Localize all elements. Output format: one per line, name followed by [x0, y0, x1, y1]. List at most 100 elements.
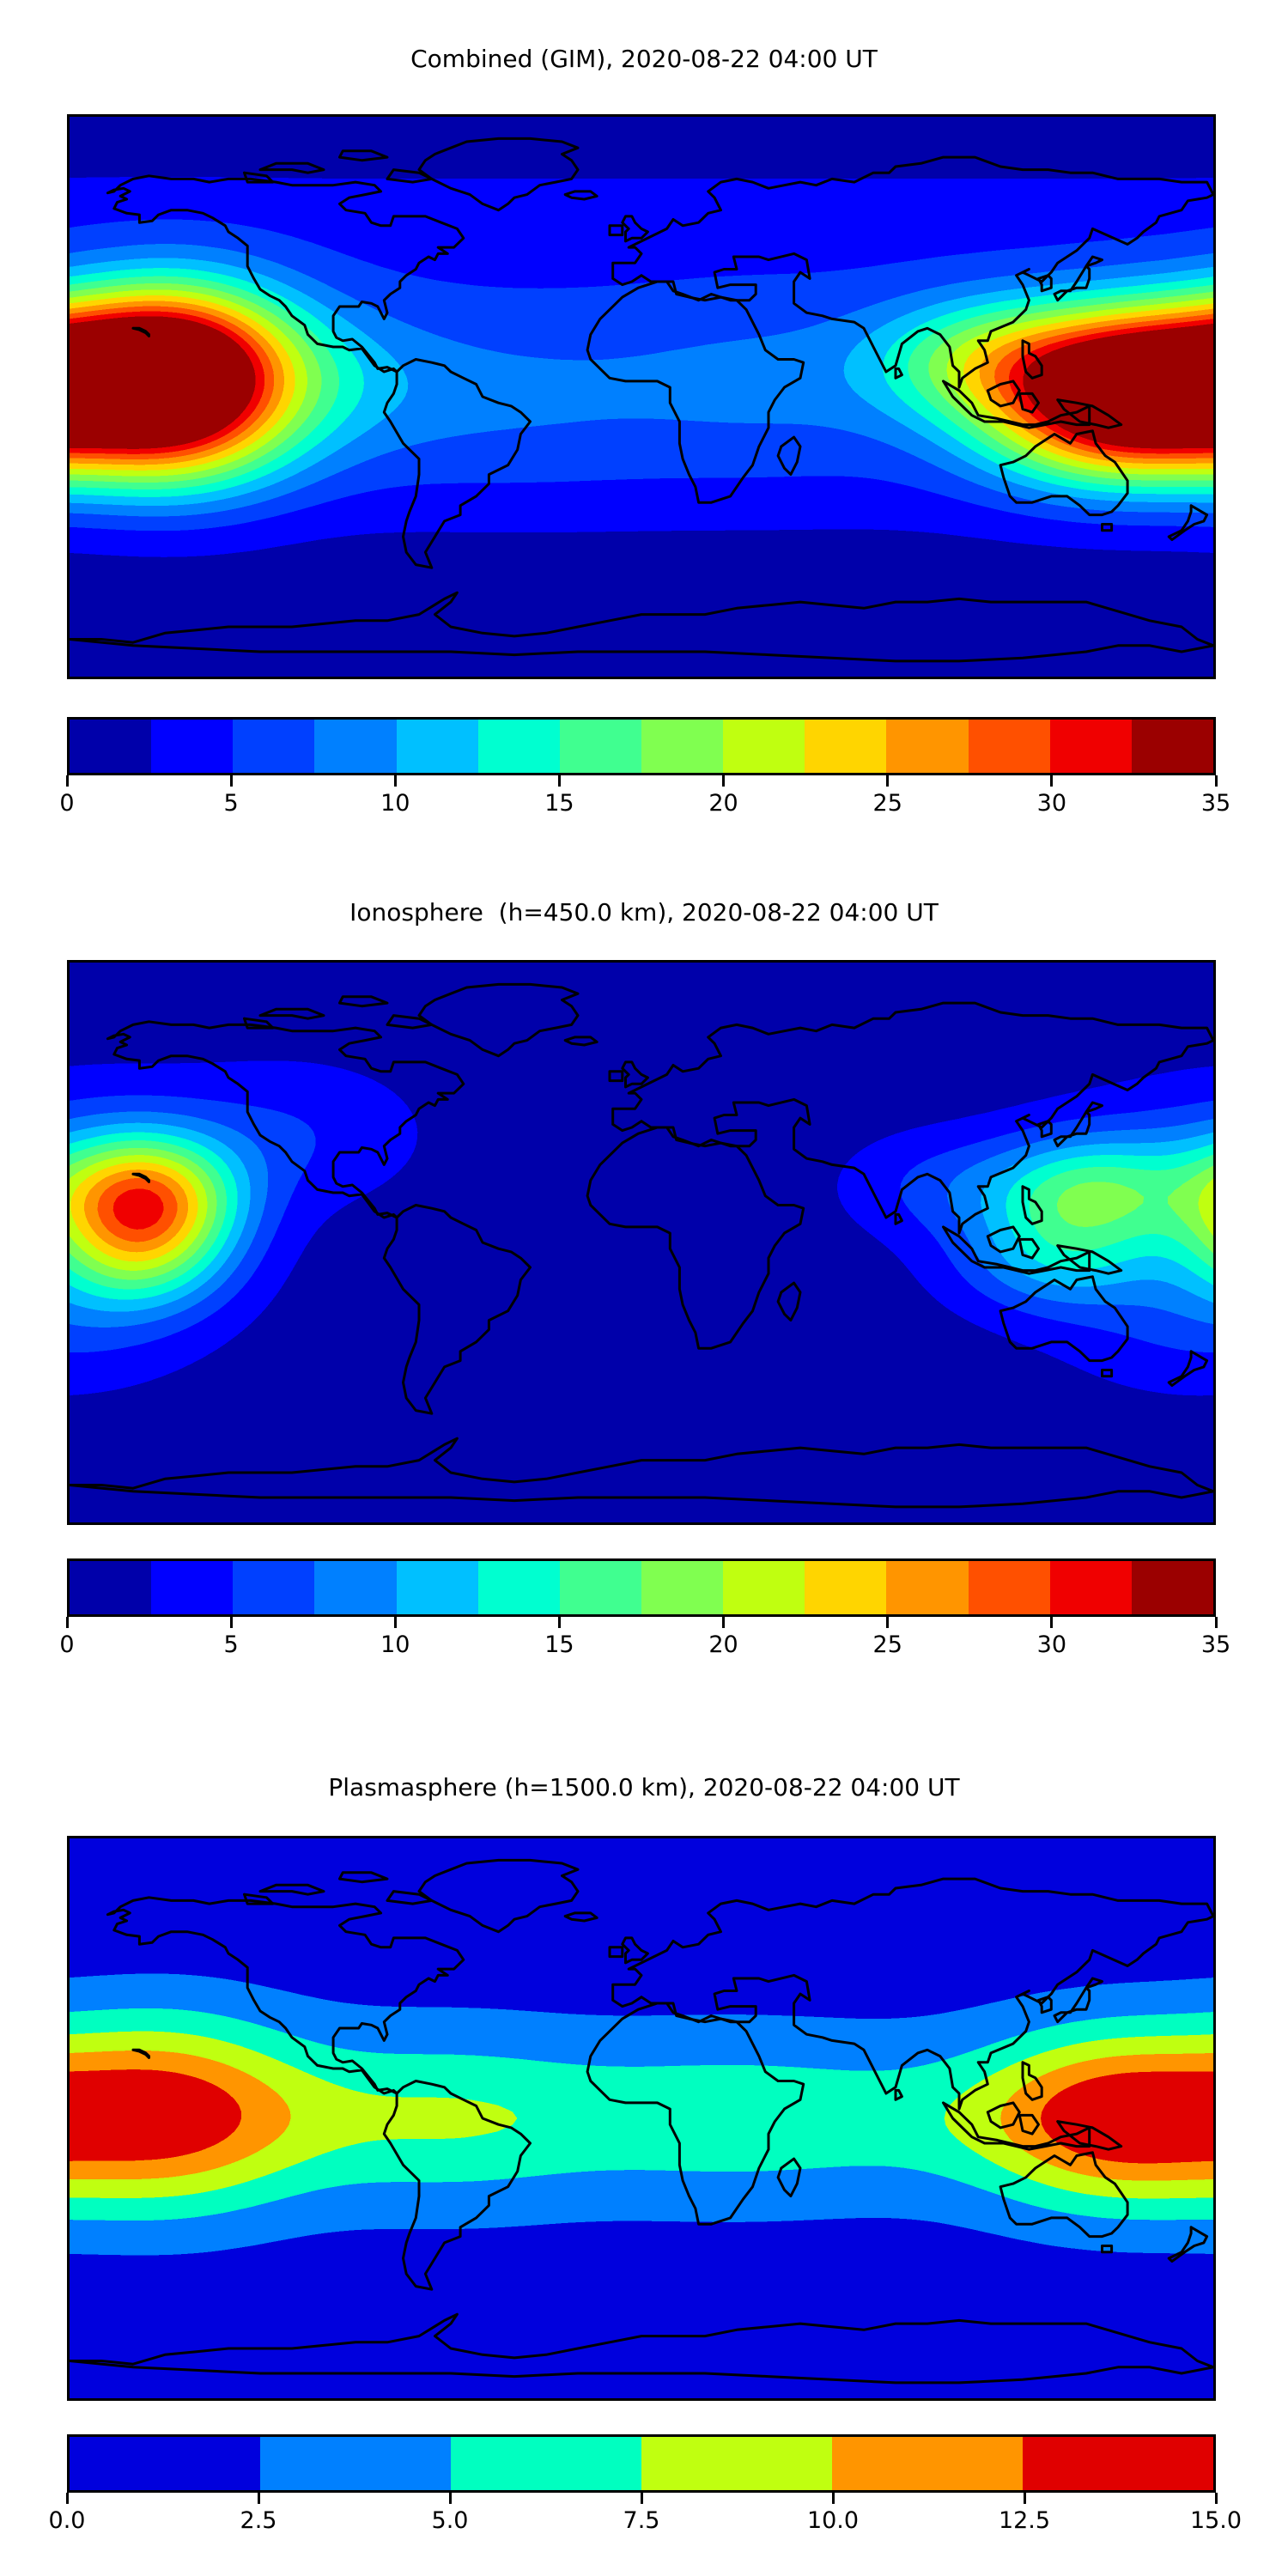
colorbar-tick	[229, 1617, 233, 1628]
colorbar-tick-label: 0	[59, 1631, 75, 1658]
colorbar-band-1	[260, 2437, 451, 2490]
coastline-path	[586, 2002, 805, 2226]
coastline-path	[106, 1020, 465, 1219]
coastline-path	[894, 367, 903, 380]
colorbar-band-2	[233, 720, 315, 773]
colorbar-band-3	[314, 720, 397, 773]
coastline-path	[621, 1936, 649, 1965]
coastline-path	[386, 1890, 434, 1905]
coastline-path	[611, 1001, 1213, 1235]
colorbar-tick-label: 30	[1036, 1631, 1067, 1658]
contour-band-1	[70, 1060, 1213, 1396]
colorbar-band-4	[396, 720, 478, 773]
coastline-path	[1056, 2120, 1123, 2151]
coastline-path	[776, 2157, 802, 2198]
colorbar-band-1	[151, 720, 234, 773]
coastline-path	[621, 1060, 649, 1089]
map-plasmasphere	[67, 1836, 1216, 2401]
colorbar-tick	[65, 1617, 69, 1628]
coastline-path	[1167, 504, 1209, 542]
colorbar-band-1	[151, 1561, 234, 1614]
colorbar-combined-ticks	[65, 775, 1218, 787]
coastline-path	[417, 1858, 580, 1934]
colorbar-tick	[1214, 2493, 1218, 2504]
colorbar-tick	[831, 2493, 835, 2504]
coastline-path	[258, 1007, 325, 1020]
coastline-path	[1167, 2226, 1209, 2263]
colorbar-band-5	[477, 1561, 560, 1614]
colorbar-tick-label: 0.0	[48, 2507, 86, 2534]
colorbar-tick-label: 2.5	[240, 2507, 277, 2534]
coastline-path	[382, 358, 532, 569]
coastline-path	[611, 1877, 1213, 2111]
colorbar-tick-label: 10	[380, 1631, 410, 1658]
coastline-path	[386, 1014, 434, 1030]
colorbar-band-7	[641, 720, 724, 773]
coastline-path	[563, 190, 598, 201]
colorbar-band-4	[832, 2437, 1023, 2490]
colorbar-band-0	[70, 720, 152, 773]
panel-ionosphere: Ionosphere (h=450.0 km), 2020-08-22 04:0…	[0, 859, 1288, 1726]
coastline-path	[986, 1225, 1021, 1254]
colorbar-band-5	[1023, 2437, 1213, 2490]
contour-band-13	[70, 316, 1213, 449]
colorbar-tick	[393, 1617, 397, 1628]
colorbar-plasmasphere-strip	[70, 2437, 1213, 2490]
contour-band-7	[70, 1147, 1213, 1280]
colorbar-tick-label: 10.0	[806, 2507, 860, 2534]
coastline-path	[942, 2101, 1091, 2151]
coastline-path	[999, 1275, 1129, 1363]
coastline-path	[608, 1946, 624, 1959]
contour-band-12	[112, 1188, 164, 1230]
coastline-path	[1037, 1120, 1053, 1139]
coastline-path	[70, 2312, 1213, 2385]
colorbar-tick	[722, 1617, 726, 1628]
coastline-path	[131, 2048, 150, 2059]
coastline-path	[106, 1896, 465, 2095]
colorbar-band-6	[559, 720, 641, 773]
coastline-path	[243, 171, 275, 184]
panel-combined-gim: Combined (GIM), 2020-08-22 04:00 UT 0 5 10…	[0, 0, 1288, 859]
coastline-path	[776, 1281, 802, 1322]
coastline-path	[776, 435, 802, 477]
coastline-path	[986, 380, 1021, 408]
coastline-path	[70, 1437, 1213, 1509]
map-ionosphere-canvas	[70, 963, 1213, 1522]
colorbar-band-8	[723, 720, 805, 773]
colorbar-tick	[65, 775, 69, 787]
colorbar-tick	[1214, 775, 1218, 787]
colorbar-tick	[1214, 1617, 1218, 1628]
colorbar-tick-label: 5	[223, 1631, 239, 1658]
colorbar-band-13	[1131, 1561, 1213, 1614]
colorbar-tick-label: 0	[59, 790, 75, 817]
colorbar-band-12	[1049, 720, 1132, 773]
colorbar-tick-label: 5	[223, 790, 239, 817]
coastline-path	[586, 1126, 805, 1350]
colorbar-band-9	[805, 1561, 887, 1614]
coastlines	[70, 137, 1213, 663]
coastline-path	[1101, 2245, 1114, 2254]
coastline-path	[417, 137, 580, 212]
colorbar-band-10	[886, 1561, 969, 1614]
coastline-path	[1056, 1244, 1123, 1275]
coastline-path	[131, 1172, 150, 1183]
coastline-path	[942, 1225, 1091, 1275]
colorbar-band-0	[70, 2437, 260, 2490]
colorbar-tick-label: 30	[1036, 790, 1067, 817]
coastline-path	[608, 224, 624, 237]
coastline-path	[1101, 523, 1114, 532]
colorbar-ionosphere-strip	[70, 1561, 1213, 1614]
colorbar-band-5	[477, 720, 560, 773]
map-ionosphere	[67, 960, 1216, 1525]
coastline-path	[563, 1911, 598, 1923]
panel-title-plasmasphere: Plasmasphere (h=1500.0 km), 2020-08-22 0…	[328, 1773, 960, 1801]
colorbar-plasmasphere-ticks	[65, 2493, 1218, 2505]
coastlines	[70, 1858, 1213, 2385]
coastline-path	[258, 1883, 325, 1896]
coastline-path	[386, 168, 434, 184]
colorbar-tick-label: 7.5	[623, 2507, 660, 2534]
coastline-path	[563, 1036, 598, 1047]
coastline-path	[1053, 1977, 1103, 2024]
colorbar-band-6	[559, 1561, 641, 1614]
